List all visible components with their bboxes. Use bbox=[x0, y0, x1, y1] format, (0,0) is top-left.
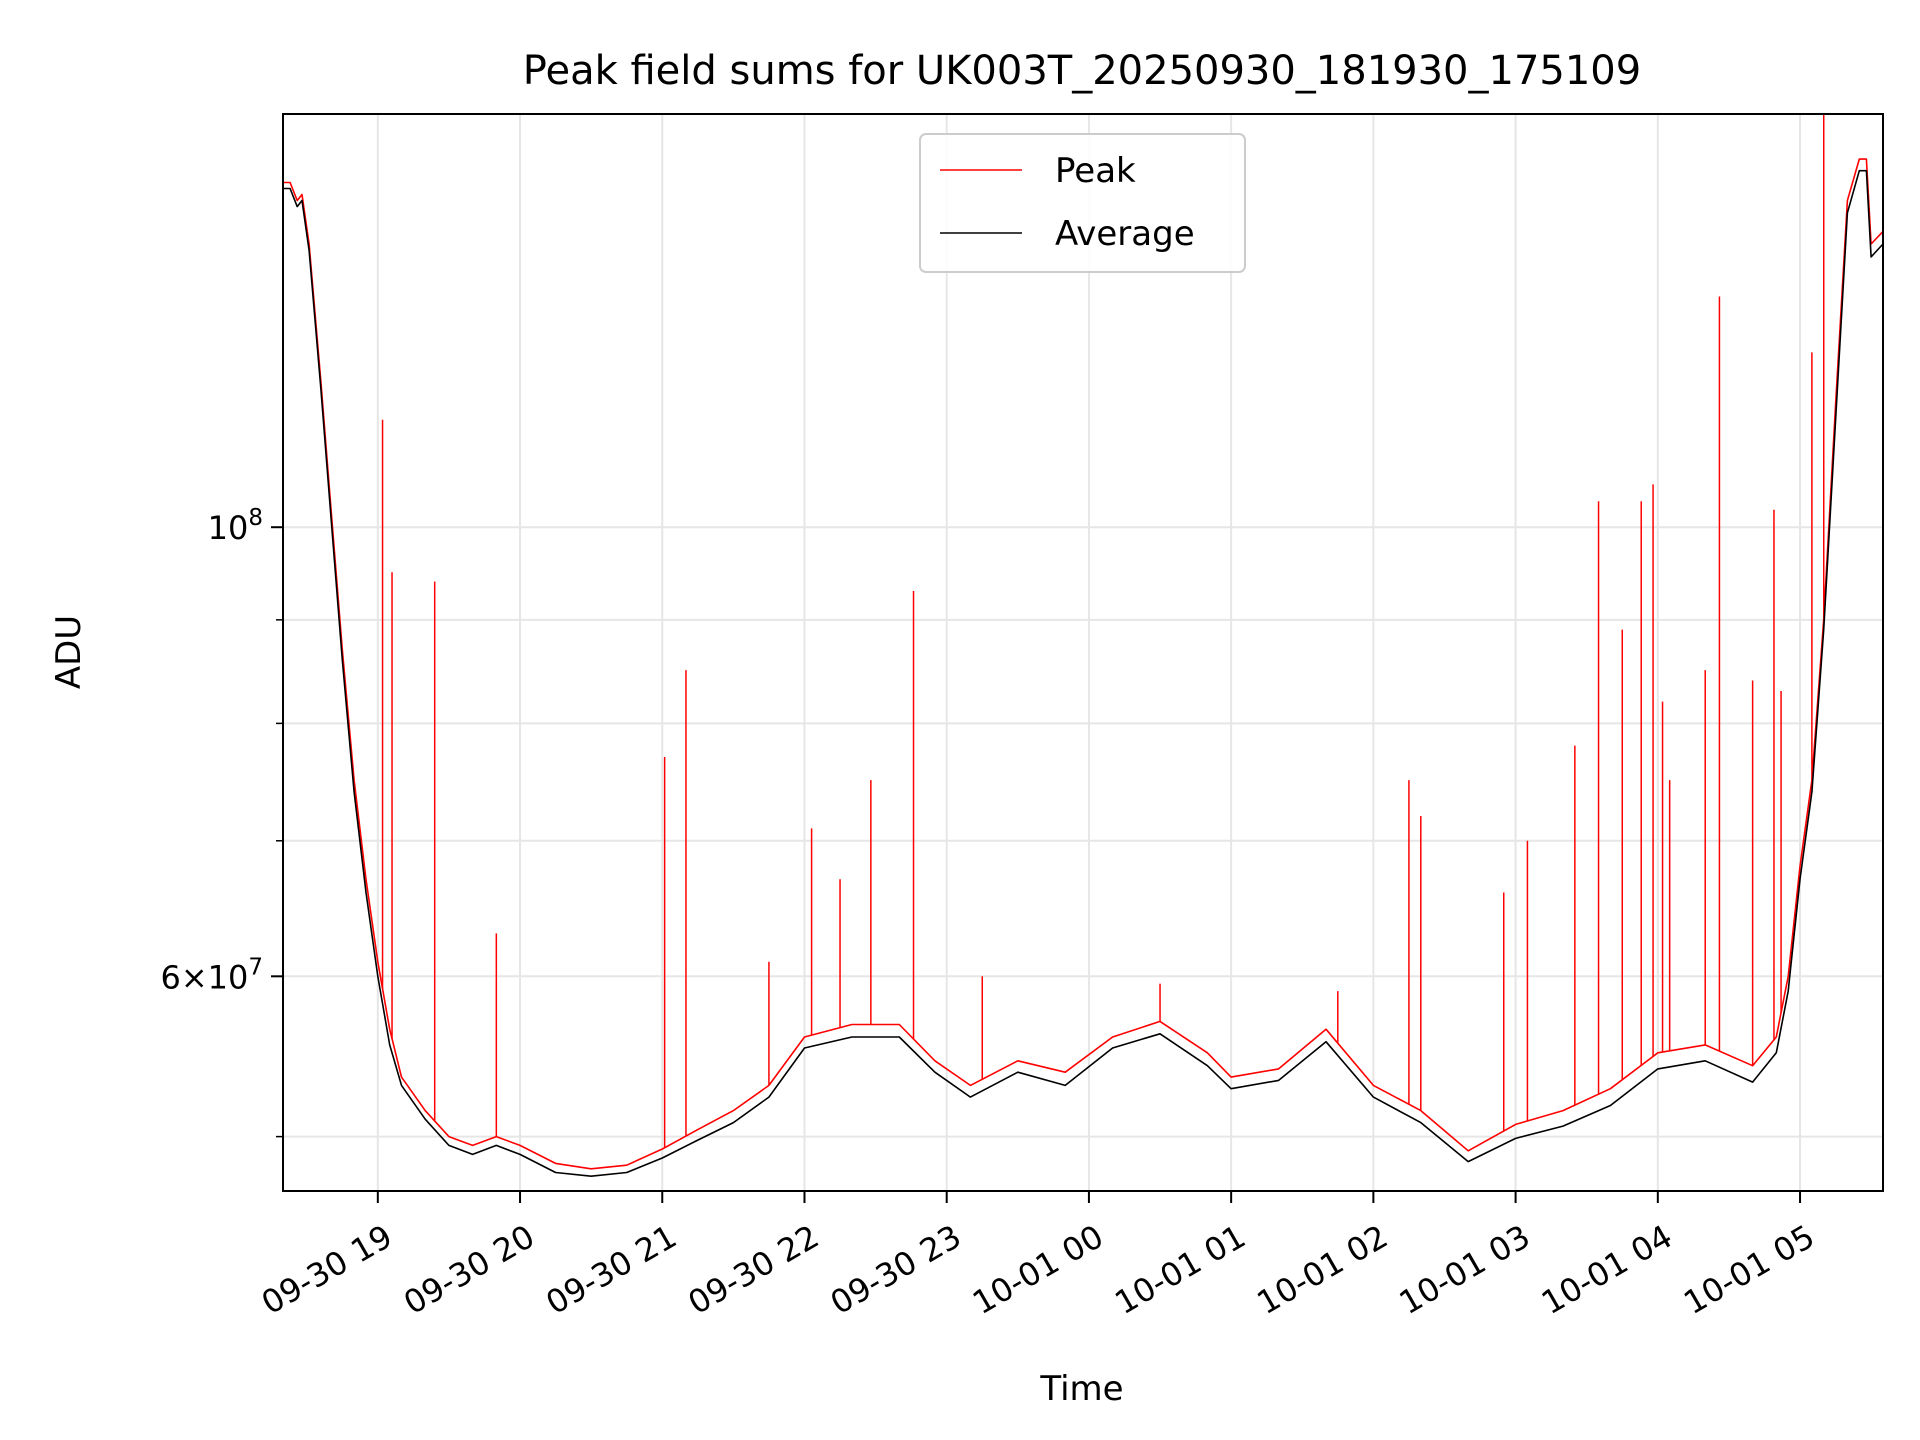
grid-layer bbox=[283, 114, 1883, 1191]
plot-frame bbox=[282, 113, 1884, 1192]
legend-box bbox=[919, 133, 1246, 273]
y-axis-title: ADU bbox=[49, 615, 89, 689]
legend-average-label: Average bbox=[1055, 214, 1195, 254]
peak-series-line bbox=[283, 158, 1883, 1170]
x-axis-title: Time bbox=[1039, 1369, 1123, 1409]
series-layer bbox=[283, 114, 1883, 1177]
average-series-line bbox=[283, 169, 1883, 1177]
legend-peak-label: Peak bbox=[1055, 151, 1136, 191]
y-tick-label: 6×107 bbox=[160, 954, 263, 996]
chart-title: Peak field sums for UK003T_20250930_1819… bbox=[523, 48, 1641, 94]
legend: Peak Average bbox=[919, 133, 1246, 273]
y-tick-label: 108 bbox=[208, 505, 263, 547]
